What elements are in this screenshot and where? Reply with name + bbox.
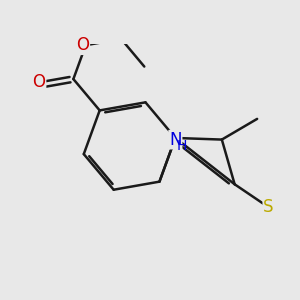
Text: H: H	[177, 139, 188, 153]
Text: S: S	[263, 198, 274, 216]
Text: O: O	[76, 36, 89, 54]
Text: O: O	[32, 74, 46, 92]
Text: N: N	[169, 131, 182, 149]
